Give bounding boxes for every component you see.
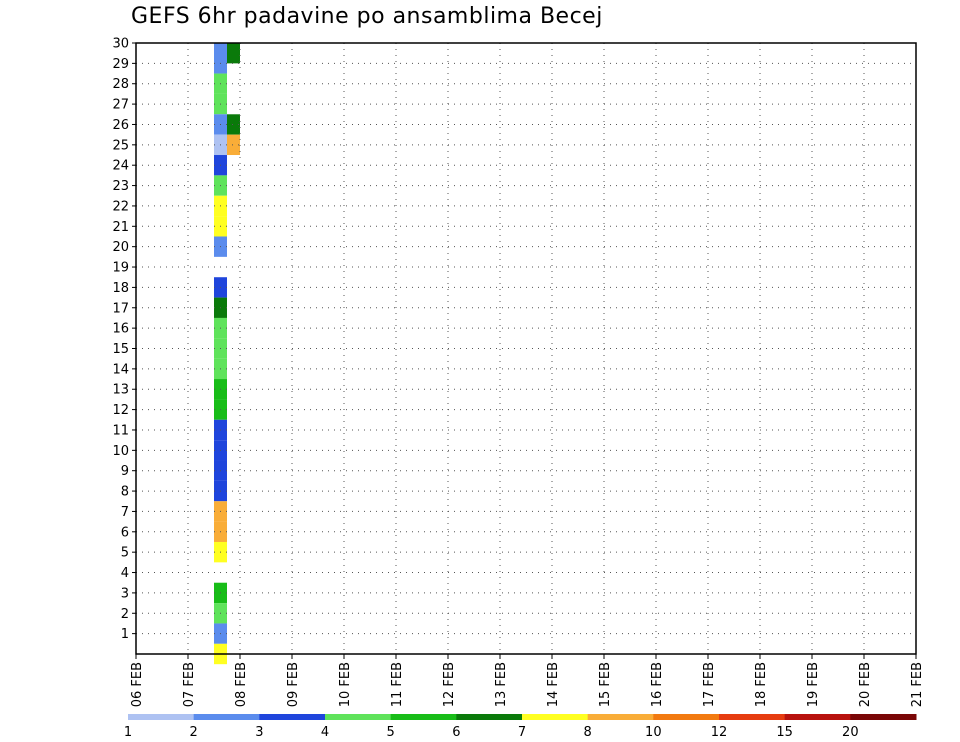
colorbar-segment <box>325 714 392 720</box>
heatmap-cell <box>227 43 240 64</box>
x-tick-label: 18 FEB <box>754 662 769 707</box>
x-axis: 06 FEB 07 FEB 08 FEB 09 FEB 10 FEB 11 FEB 12 F… <box>130 654 925 707</box>
y-tick-label: 28 <box>112 77 129 92</box>
x-tick-label: 12 FEB <box>442 662 457 707</box>
y-tick-label: 21 <box>112 220 129 235</box>
y-tick-label: 1 <box>121 627 129 642</box>
x-tick-label: 21 FEB <box>910 662 925 707</box>
colorbar-segment <box>128 714 195 720</box>
x-tick-label: 15 FEB <box>598 662 613 707</box>
y-tick-label: 6 <box>121 525 129 540</box>
colorbar-segment <box>719 714 786 720</box>
heatmap-cells <box>214 43 240 665</box>
y-tick-label: 17 <box>112 301 129 316</box>
x-tick-label: 17 FEB <box>702 662 717 707</box>
colorbar-label: 6 <box>452 725 460 740</box>
x-tick-label: 13 FEB <box>494 662 509 707</box>
colorbar-label: 8 <box>584 725 592 740</box>
y-tick-label: 30 <box>112 37 129 52</box>
grid-lines <box>136 43 916 654</box>
colorbar-label: 20 <box>842 725 859 740</box>
y-tick-label: 5 <box>121 546 129 561</box>
x-tick-label: 06 FEB <box>130 662 145 707</box>
x-tick-label: 09 FEB <box>286 662 301 707</box>
colorbar-segment <box>456 714 523 720</box>
colorbar-label: 12 <box>711 725 728 740</box>
colorbar-label: 2 <box>190 725 198 740</box>
y-tick-label: 4 <box>121 566 129 581</box>
x-tick-label: 14 FEB <box>546 662 561 707</box>
heatmap-cell <box>227 134 240 156</box>
y-tick-label: 26 <box>112 118 129 133</box>
colorbar-segment <box>653 714 720 720</box>
colorbar-segment <box>587 714 654 720</box>
x-tick-label: 11 FEB <box>390 662 405 707</box>
y-tick-label: 10 <box>112 444 129 459</box>
y-tick-label: 23 <box>112 179 129 194</box>
colorbar-label: 1 <box>124 725 132 740</box>
colorbar-label: 5 <box>387 725 395 740</box>
colorbar-segment <box>850 714 917 720</box>
y-tick-label: 3 <box>121 586 129 601</box>
y-tick-label: 2 <box>121 607 129 622</box>
y-tick-label: 14 <box>112 362 129 377</box>
x-tick-label: 08 FEB <box>234 662 249 707</box>
y-tick-label: 27 <box>112 98 129 113</box>
x-tick-label: 20 FEB <box>858 662 873 707</box>
colorbar-segment <box>522 714 589 720</box>
y-axis: 1234567891011121314151617181920212223242… <box>112 37 136 642</box>
y-tick-label: 12 <box>112 403 129 418</box>
y-tick-label: 16 <box>112 322 129 337</box>
colorbar-segment <box>390 714 457 720</box>
y-tick-label: 13 <box>112 383 129 398</box>
y-tick-label: 7 <box>121 505 129 520</box>
y-tick-label: 24 <box>112 159 129 174</box>
colorbar-label: 3 <box>255 725 263 740</box>
colorbar-label: 15 <box>776 725 793 740</box>
colorbar-label: 10 <box>645 725 662 740</box>
y-tick-label: 11 <box>112 423 129 438</box>
colorbar-segment <box>193 714 260 720</box>
y-tick-label: 19 <box>112 261 129 276</box>
x-tick-label: 16 FEB <box>650 662 665 707</box>
x-tick-label: 07 FEB <box>182 662 197 707</box>
y-tick-label: 25 <box>112 138 129 153</box>
colorbar-label: 4 <box>321 725 329 740</box>
y-tick-label: 15 <box>112 342 129 357</box>
y-tick-label: 18 <box>112 281 129 296</box>
y-tick-label: 29 <box>112 57 129 72</box>
y-tick-label: 9 <box>121 464 129 479</box>
chart-title: GEFS 6hr padavine po ansamblima Becej <box>131 4 603 29</box>
colorbar-segment <box>784 714 851 720</box>
y-tick-label: 8 <box>121 485 129 500</box>
colorbar-segment <box>259 714 326 720</box>
x-tick-label: 10 FEB <box>338 662 353 707</box>
colorbar: 1 2 3 4 5 6 7 8 10 12 15 20 <box>124 714 917 740</box>
x-tick-label: 19 FEB <box>806 662 821 707</box>
colorbar-label: 7 <box>518 725 526 740</box>
y-tick-label: 20 <box>112 240 129 255</box>
heatmap-cell <box>227 114 240 135</box>
y-tick-label: 22 <box>112 199 129 214</box>
